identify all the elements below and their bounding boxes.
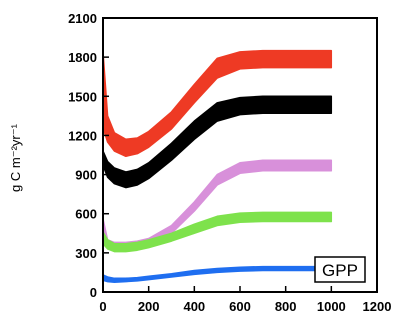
- y-tick-label: 1200: [68, 128, 97, 143]
- y-tick-label: 1800: [68, 50, 97, 65]
- series-bands: [102, 49, 333, 283]
- x-tick-label: 1200: [363, 299, 392, 314]
- y-tick-label: 0: [90, 285, 97, 300]
- x-tick-label: 400: [183, 299, 205, 314]
- y-tick-label: 2100: [68, 11, 97, 26]
- series-band-0: [102, 49, 333, 158]
- legend-rect: [314, 256, 366, 283]
- axes: 0 300 600 900 1200 1500 1800 2100 0 200 400 600 800 1…: [68, 11, 391, 314]
- x-tick-label: 200: [138, 299, 160, 314]
- y-tick-label: 900: [75, 168, 97, 183]
- x-tick-label: 600: [229, 299, 251, 314]
- y-tick-label: 600: [75, 207, 97, 222]
- series-band-1: [102, 95, 333, 189]
- series-band-3: [102, 211, 333, 253]
- x-tick-label: 800: [275, 299, 297, 314]
- y-axis-label: g C m⁻²yr⁻¹: [8, 123, 23, 192]
- x-tick-label: 0: [99, 299, 106, 314]
- y-tick-label: 300: [75, 246, 97, 261]
- series-band-4: [102, 265, 333, 283]
- x-tick-label: 1000: [317, 299, 346, 314]
- y-tick-label: 1500: [68, 89, 97, 104]
- legend-box: GPP: [314, 256, 366, 283]
- legend-label: GPP: [322, 261, 358, 280]
